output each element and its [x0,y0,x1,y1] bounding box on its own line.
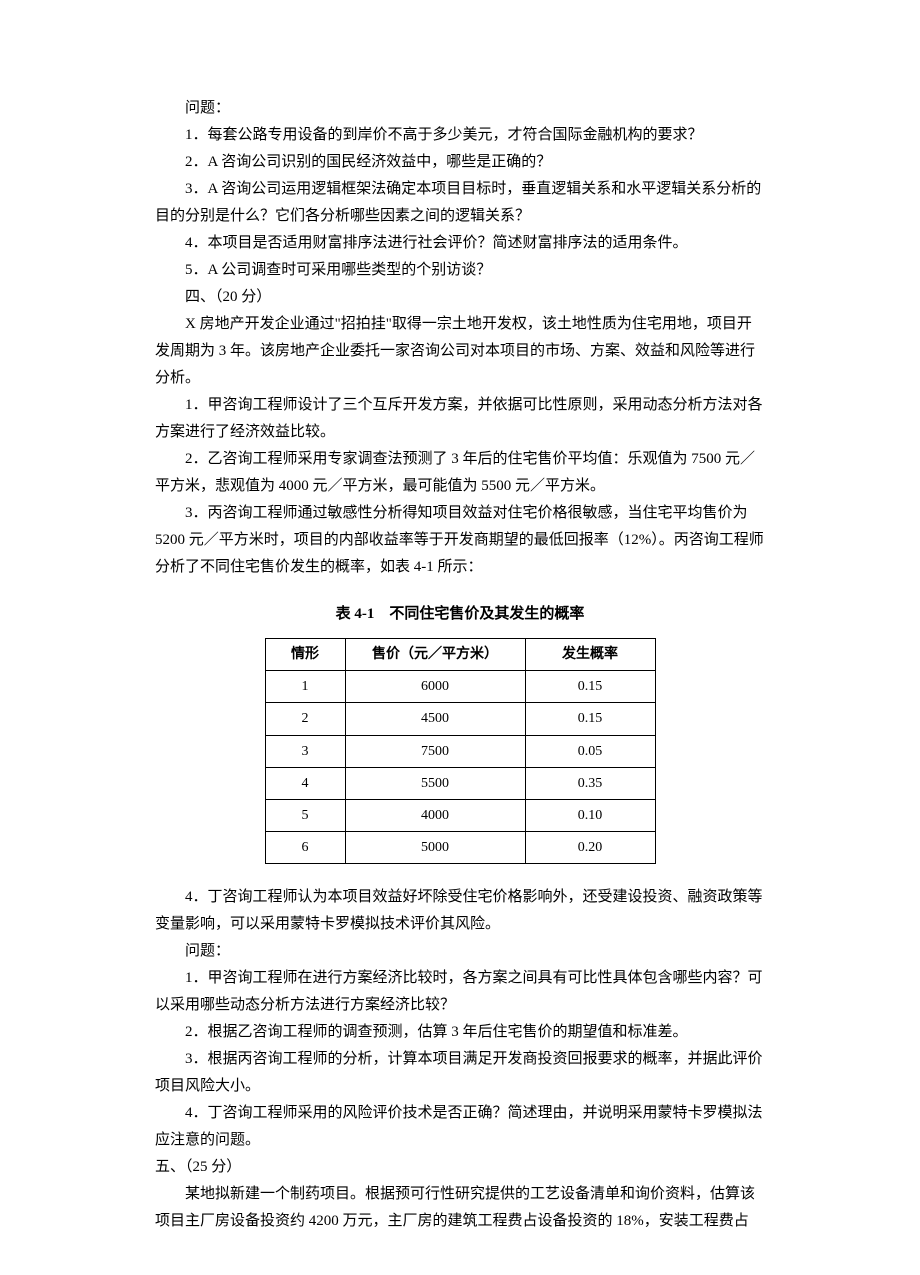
section-4-header: 四、（20 分） [155,284,765,311]
questions-header: 问题： [155,95,765,122]
section-4-q3: 3．根据丙咨询工程师的分析，计算本项目满足开发商投资回报要求的概率，并据此评价项… [155,1046,765,1100]
section-4-q1: 1．甲咨询工程师在进行方案经济比较时，各方案之间具有可比性具体包含哪些内容？可以… [155,965,765,1019]
section-5-header: 五、（25 分） [155,1154,765,1181]
table-cell: 0.35 [525,767,655,799]
section-4-p3: 2．乙咨询工程师采用专家调查法预测了 3 年后的住宅售价平均值：乐观值为 750… [155,446,765,500]
table-row: 5 4000 0.10 [265,799,655,831]
table-cell: 5 [265,799,345,831]
table-row: 3 7500 0.05 [265,735,655,767]
table-header-3: 发生概率 [525,639,655,671]
section-4-p5: 4．丁咨询工程师认为本项目效益好坏除受住宅价格影响外，还受建设投资、融资政策等变… [155,884,765,938]
table-cell: 2 [265,703,345,735]
table-row: 4 5500 0.35 [265,767,655,799]
question-5: 5．A 公司调查时可采用哪些类型的个别访谈？ [155,257,765,284]
table-cell: 5000 [345,832,525,864]
table-cell: 6000 [345,671,525,703]
table-row: 6 5000 0.20 [265,832,655,864]
table-cell: 0.15 [525,703,655,735]
table-header-2: 售价（元／平方米） [345,639,525,671]
table-cell: 0.20 [525,832,655,864]
section-4-p4: 3．丙咨询工程师通过敏感性分析得知项目效益对住宅价格很敏感，当住宅平均售价为52… [155,500,765,581]
table-cell: 1 [265,671,345,703]
table-cell: 3 [265,735,345,767]
question-3: 3．A 咨询公司运用逻辑框架法确定本项目目标时，垂直逻辑关系和水平逻辑关系分析的… [155,176,765,230]
section-4-q4: 4．丁咨询工程师采用的风险评价技术是否正确？简述理由，并说明采用蒙特卡罗模拟法应… [155,1100,765,1154]
question-4: 4．本项目是否适用财富排序法进行社会评价？简述财富排序法的适用条件。 [155,230,765,257]
table-cell: 4 [265,767,345,799]
section-4-questions-header: 问题： [155,938,765,965]
table-cell: 0.05 [525,735,655,767]
section-4-q2: 2．根据乙咨询工程师的调查预测，估算 3 年后住宅售价的期望值和标准差。 [155,1019,765,1046]
probability-table: 情形 售价（元／平方米） 发生概率 1 6000 0.15 2 4500 0.1… [265,638,656,864]
question-1: 1．每套公路专用设备的到岸价不高于多少美元，才符合国际金融机构的要求？ [155,122,765,149]
table-cell: 4500 [345,703,525,735]
table-cell: 6 [265,832,345,864]
table-cell: 0.10 [525,799,655,831]
table-row: 1 6000 0.15 [265,671,655,703]
table-cell: 0.15 [525,671,655,703]
section-5-p1: 某地拟新建一个制药项目。根据预可行性研究提供的工艺设备清单和询价资料，估算该项目… [155,1181,765,1235]
table-header-row: 情形 售价（元／平方米） 发生概率 [265,639,655,671]
table-cell: 5500 [345,767,525,799]
table-header-1: 情形 [265,639,345,671]
table-cell: 4000 [345,799,525,831]
table-cell: 7500 [345,735,525,767]
question-2: 2．A 咨询公司识别的国民经济效益中，哪些是正确的？ [155,149,765,176]
section-4-p1: X 房地产开发企业通过"招拍挂"取得一宗土地开发权，该土地性质为住宅用地，项目开… [155,311,765,392]
table-title: 表 4-1 不同住宅售价及其发生的概率 [155,601,765,628]
table-row: 2 4500 0.15 [265,703,655,735]
section-4-p2: 1．甲咨询工程师设计了三个互斥开发方案，并依据可比性原则，采用动态分析方法对各方… [155,392,765,446]
